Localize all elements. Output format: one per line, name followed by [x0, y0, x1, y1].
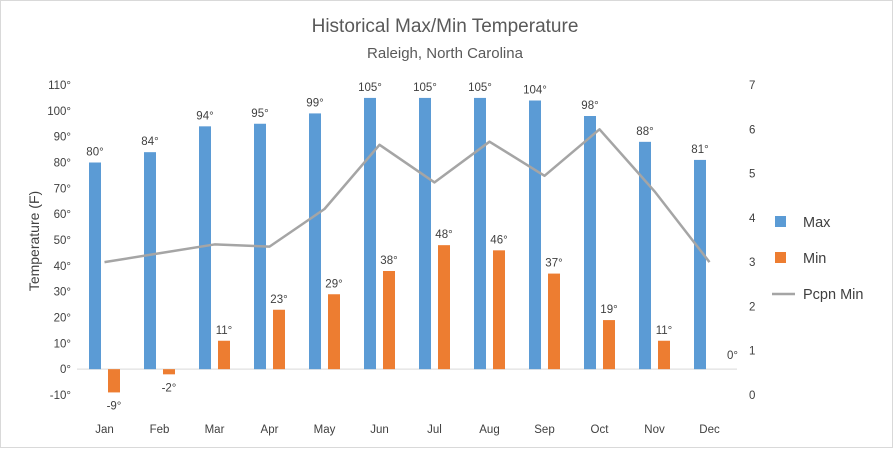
bar-max: [419, 97, 431, 370]
axis-layer: -10°0°10°20°30°40°50°60°70°80°90°100°110…: [47, 80, 756, 436]
bar-min: [108, 369, 120, 393]
data-label-max: 81°: [691, 144, 708, 156]
y2-tick-label: 7: [749, 80, 755, 92]
chart-title: Historical Max/Min Temperature: [312, 16, 579, 37]
y-tick-label: 10°: [54, 338, 71, 350]
bar-min: [273, 309, 285, 370]
y-tick-label: -10°: [50, 390, 71, 402]
bar-max: [474, 97, 486, 370]
bar-min: [163, 369, 175, 375]
y-tick-label: 40°: [54, 261, 71, 273]
data-label-max: 80°: [86, 147, 103, 159]
data-label-min: 37°: [545, 258, 562, 270]
x-tick-label: Apr: [261, 424, 279, 436]
bar-min: [493, 250, 505, 370]
legend-swatch-max: [775, 216, 786, 227]
legend-label-min: Min: [803, 251, 826, 267]
data-label-max: 99°: [306, 97, 323, 109]
legend-label-max: Max: [803, 215, 831, 231]
data-label-max: 94°: [196, 110, 213, 122]
legend-label-pcpn-min: Pcpn Min: [803, 287, 863, 303]
x-tick-label: Aug: [479, 424, 499, 436]
y-tick-label: 90°: [54, 132, 71, 144]
y-tick-label: 100°: [47, 106, 71, 118]
y-tick-label: 80°: [54, 158, 71, 170]
y-tick-label: 30°: [54, 287, 71, 299]
data-label-min: 19°: [600, 304, 617, 316]
data-label-max: 88°: [636, 126, 653, 138]
y2-tick-label: 6: [749, 124, 755, 136]
x-tick-label: Dec: [699, 424, 720, 436]
data-label-min: 11°: [656, 325, 673, 337]
x-tick-label: Jun: [370, 424, 389, 436]
bar-min: [603, 320, 615, 370]
data-label-min: -2°: [162, 382, 177, 394]
data-label-min: 38°: [380, 255, 397, 267]
y2-tick-label: 5: [749, 169, 755, 181]
data-label-min: 0°: [727, 350, 738, 362]
data-label-max: 105°: [468, 82, 492, 94]
data-label-max: 104°: [523, 85, 547, 97]
data-label-min: -9°: [107, 400, 122, 412]
legend: Max Min Pcpn Min: [772, 215, 863, 303]
data-label-min: 29°: [325, 278, 342, 290]
y-tick-label: 0°: [60, 364, 71, 376]
bar-min: [328, 294, 340, 370]
bar-min: [658, 340, 670, 370]
data-label-min: 11°: [216, 325, 233, 337]
y2-tick-label: 2: [749, 301, 755, 313]
data-label-layer: 80° 84° 94° 95° 99° 105° 105° 105° 104° 98° 88° 81°…: [86, 82, 738, 412]
bar-max: [639, 141, 651, 370]
x-tick-label: May: [314, 424, 336, 436]
data-label-max: 95°: [251, 108, 268, 120]
data-label-max: 105°: [413, 82, 437, 94]
legend-swatch-min: [775, 252, 786, 263]
bar-max: [584, 116, 596, 370]
data-label-max: 84°: [141, 136, 158, 148]
bar-max: [694, 159, 706, 370]
x-tick-label: Jan: [95, 424, 114, 436]
bar-max: [529, 100, 541, 370]
x-tick-label: Feb: [150, 424, 170, 436]
data-label-min: 48°: [435, 229, 452, 241]
bar-min: [548, 273, 560, 370]
y-tick-label: 20°: [54, 313, 71, 325]
line-layer: [104, 128, 711, 264]
bar-max: [309, 113, 321, 370]
x-tick-label: Sep: [534, 424, 554, 436]
bar-max: [89, 162, 101, 370]
data-label-max: 98°: [581, 100, 598, 112]
y2-tick-label: 1: [749, 346, 755, 358]
y2-tick-label: 4: [749, 213, 756, 225]
data-label-min: 23°: [270, 294, 287, 306]
bar-max: [199, 126, 211, 370]
bar-min: [383, 271, 395, 370]
series-line-pcpn-min: [104, 128, 711, 264]
x-tick-label: Nov: [644, 424, 665, 436]
y2-tick-label: 3: [749, 257, 755, 269]
y-tick-label: 50°: [54, 235, 71, 247]
y-tick-label: 60°: [54, 209, 71, 221]
bar-layer: [89, 97, 706, 393]
y-tick-label: 110°: [48, 80, 71, 92]
data-label-min: 46°: [490, 234, 507, 246]
x-tick-label: Jul: [427, 424, 442, 436]
x-tick-label: Oct: [591, 424, 610, 436]
bar-max: [144, 152, 156, 370]
bar-max: [364, 97, 376, 370]
data-label-max: 105°: [358, 82, 382, 94]
chart-subtitle: Raleigh, North Carolina: [367, 45, 524, 62]
y2-tick-label: 0: [749, 390, 755, 402]
y-tick-label: 70°: [54, 183, 71, 195]
y-axis-label: Temperature (F): [26, 191, 42, 291]
x-tick-label: Mar: [205, 424, 225, 436]
bar-min: [438, 245, 450, 370]
bar-min: [218, 340, 230, 370]
